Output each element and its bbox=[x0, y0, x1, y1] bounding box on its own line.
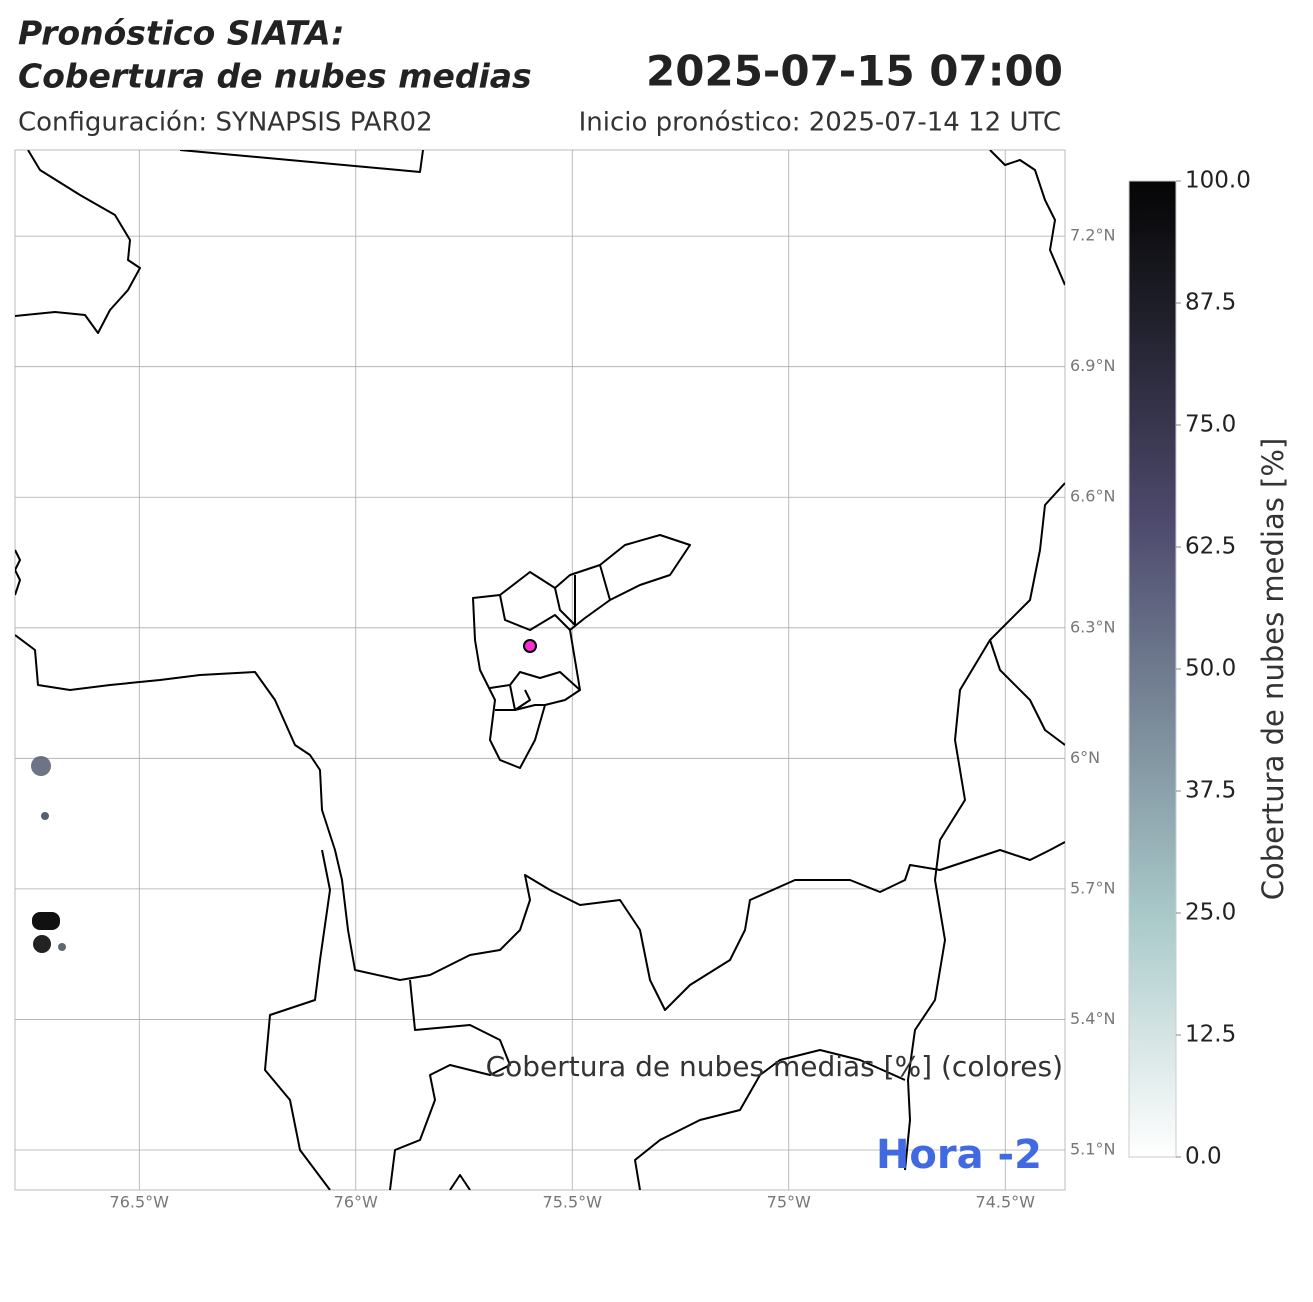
forecast-start: Inicio pronóstico: 2025-07-14 12 UTC bbox=[579, 108, 1061, 138]
colorbar-tick-label: 37.5 bbox=[1185, 778, 1236, 804]
title-line1: Pronóstico SIATA: bbox=[18, 14, 344, 53]
lon-label: 74.5°W bbox=[976, 1193, 1036, 1212]
colorbar-tick-label: 50.0 bbox=[1185, 656, 1236, 682]
cloud-patches bbox=[31, 756, 66, 953]
lon-label: 76.5°W bbox=[110, 1193, 170, 1212]
lat-label: 5.4°N bbox=[1070, 1009, 1115, 1028]
lat-labels: 7.2°N 6.9°N 6.6°N 6.3°N 6°N 5.7°N 5.4°N 5.1°N bbox=[1070, 226, 1115, 1159]
lon-label: 76°W bbox=[334, 1193, 378, 1212]
footer: Cobertura de nubes medias [%] (colores) bbox=[486, 1050, 1063, 1083]
lat-label: 6°N bbox=[1070, 748, 1100, 767]
valid-time: 2025-07-15 07:00 bbox=[646, 47, 1063, 96]
location-marker bbox=[523, 639, 537, 653]
grid bbox=[15, 150, 1065, 1190]
lat-label: 5.1°N bbox=[1070, 1139, 1115, 1158]
colorbar-tick-label: 0.0 bbox=[1185, 1144, 1222, 1170]
colorbar-tick-label: 87.5 bbox=[1185, 290, 1236, 316]
title-line2: Cobertura de nubes medias bbox=[18, 57, 532, 96]
lat-label: 6.6°N bbox=[1070, 487, 1115, 506]
lat-label: 5.7°N bbox=[1070, 878, 1115, 897]
configuration: Configuración: SYNAPSIS PAR02 bbox=[18, 108, 433, 138]
metro-municipalities bbox=[472, 534, 691, 769]
lon-label: 75.5°W bbox=[543, 1193, 603, 1212]
colorbar-label: Cobertura de nubes medias [%] bbox=[1256, 438, 1290, 900]
lon-label: 75°W bbox=[767, 1193, 811, 1212]
colorbar-ticks: 0.0 12.5 25.0 37.5 50.0 62.5 75.0 87.5 100.0 bbox=[1176, 168, 1251, 1170]
hour-label: Hora -2 bbox=[876, 1132, 1042, 1178]
map-frame bbox=[14, 149, 1066, 1191]
colorbar-tick-label: 75.0 bbox=[1185, 412, 1236, 438]
lat-label: 6.3°N bbox=[1070, 617, 1115, 636]
colorbar bbox=[1128, 180, 1177, 1158]
map-layer bbox=[15, 150, 1065, 1190]
colorbar-tick-label: 62.5 bbox=[1185, 534, 1236, 560]
borders bbox=[15, 150, 1065, 1190]
lat-label: 6.9°N bbox=[1070, 356, 1115, 375]
colorbar-tick-label: 25.0 bbox=[1185, 900, 1236, 926]
colorbar-tick-label: 100.0 bbox=[1185, 168, 1251, 194]
colorbar-tick-label: 12.5 bbox=[1185, 1022, 1236, 1048]
lon-labels: 76.5°W 76°W 75.5°W 75°W 74.5°W bbox=[110, 1193, 1036, 1212]
lat-label: 7.2°N bbox=[1070, 226, 1115, 245]
